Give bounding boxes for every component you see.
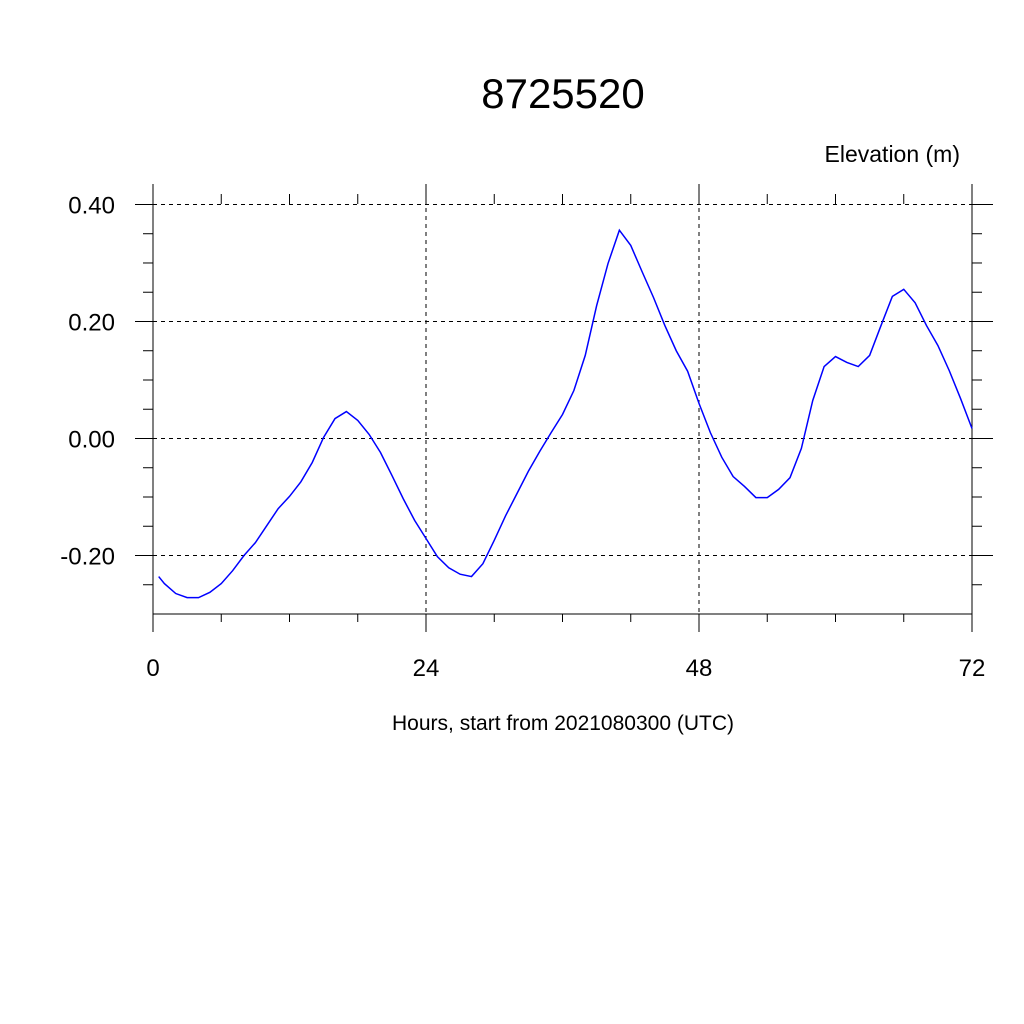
- data-line: [158, 228, 973, 599]
- chart-title: 8725520: [481, 70, 645, 117]
- y-tick-label: 0.40: [68, 192, 115, 219]
- x-axis-label: Hours, start from 2021080300 (UTC): [392, 712, 734, 735]
- x-tick-label: 72: [959, 655, 986, 682]
- y-tick-label: 0.00: [68, 426, 115, 453]
- y-tick-label: 0.20: [68, 309, 115, 336]
- x-tick-label: 0: [146, 655, 159, 682]
- y-tick-label: -0.20: [60, 543, 115, 570]
- x-tick-label: 48: [686, 655, 713, 682]
- x-tick-label: 24: [413, 655, 440, 682]
- y-axis-label: Elevation (m): [825, 141, 960, 167]
